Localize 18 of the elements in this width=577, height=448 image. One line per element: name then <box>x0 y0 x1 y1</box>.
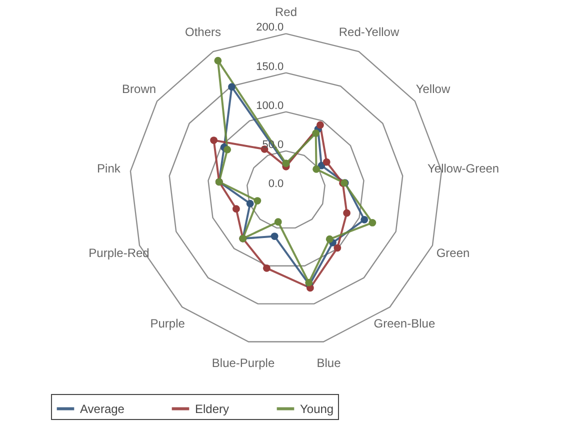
spoke-label: Brown <box>122 82 156 96</box>
spoke-label: Green-Blue <box>374 316 436 330</box>
legend-label: Young <box>300 402 334 416</box>
spoke-label: Others <box>184 25 222 40</box>
spoke-label: Red-Yellow <box>338 25 400 40</box>
spoke-label: Blue <box>316 356 342 370</box>
spoke-label: Red <box>274 4 298 19</box>
y-tick-label: 0.0 <box>268 178 284 190</box>
spoke-label: Pink <box>97 162 122 176</box>
legend-label: Eldery <box>195 402 230 416</box>
y-tick-label: 200.0 <box>256 22 284 34</box>
spoke-label: Green <box>436 246 470 260</box>
spoke-label: Blue-Purple <box>212 356 275 370</box>
legend-label: Average <box>80 402 125 416</box>
y-tick-label: 150.0 <box>256 60 284 73</box>
spoke-label: Purple <box>150 316 186 330</box>
spoke-label: Yellow <box>416 82 450 96</box>
y-tick-label: 100.0 <box>256 100 284 112</box>
